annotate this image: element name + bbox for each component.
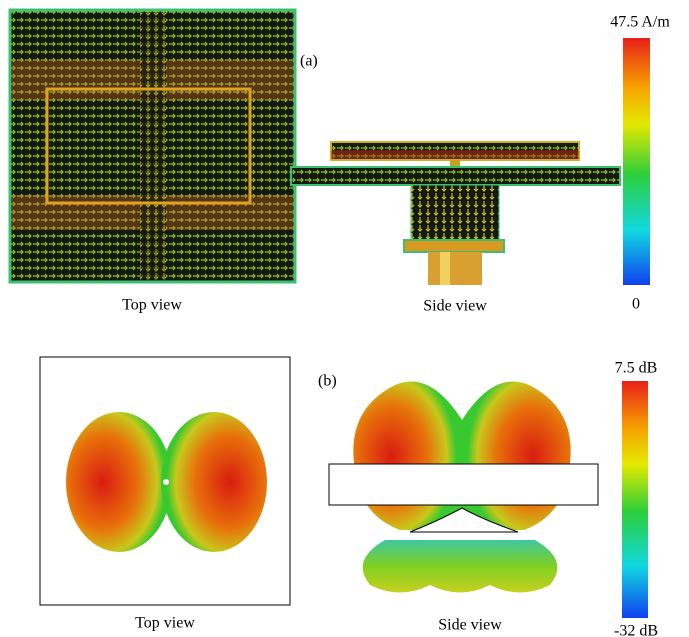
page: (a) Top view Side view 47.5 A/m 0 (b) To… [0, 0, 689, 637]
caption: Top view [122, 297, 182, 314]
caption: Side view [423, 298, 487, 315]
panel-label: (b) [318, 373, 337, 390]
colorbar-min: -32 dB [614, 623, 658, 637]
caption: Top view [135, 615, 195, 632]
colorbar-max: 47.5 A/m [610, 14, 670, 31]
colorbar-min: 0 [632, 296, 640, 313]
colorbar-max: 7.5 dB [615, 360, 658, 377]
panel-label: (a) [300, 53, 318, 70]
colorbar [623, 38, 650, 285]
colorbar [622, 381, 648, 618]
pattern-side-view [329, 382, 598, 593]
caption: Side view [438, 617, 502, 634]
current-side-view [291, 142, 620, 285]
current-top-view [10, 10, 295, 282]
figure: (a) Top view Side view 47.5 A/m 0 (b) To… [0, 0, 689, 637]
pattern-top-view [40, 357, 290, 605]
